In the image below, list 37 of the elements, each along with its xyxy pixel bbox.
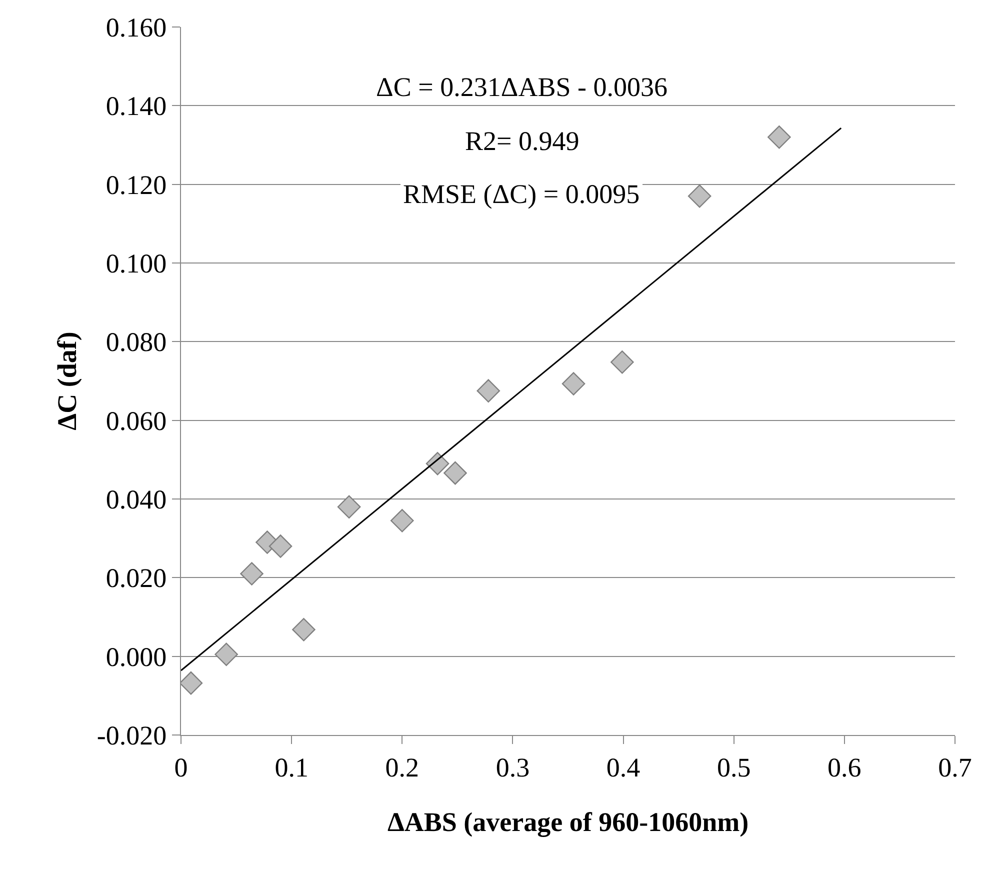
point <box>444 461 467 485</box>
x-tick-label: 0.2 <box>385 752 420 782</box>
x-tick-label: 0.3 <box>496 752 530 782</box>
x-tick-label: 0 <box>174 752 188 782</box>
point <box>476 379 500 402</box>
y-tick-label: 0.100 <box>106 248 167 278</box>
point <box>240 562 264 586</box>
x-tick-label: 0.4 <box>606 752 641 782</box>
x-axis-title: ΔABS (average of 960-1060nm) <box>387 806 749 837</box>
y-tick-label: -0.020 <box>96 720 167 750</box>
y-tick-label: 0.160 <box>106 12 167 42</box>
x-tick-label: 0.7 <box>938 752 972 782</box>
point <box>214 642 238 666</box>
annotation: ΔC = 0.231ΔABS - 0.0036 <box>376 72 668 102</box>
y-tick-label: 0.120 <box>106 170 167 200</box>
point <box>268 534 292 558</box>
point <box>562 372 586 396</box>
y-tick-label: 0.060 <box>106 406 167 436</box>
point <box>610 350 634 374</box>
y-tick-label: 0.040 <box>106 484 167 514</box>
point <box>181 671 203 695</box>
y-tick-label: 0.080 <box>106 327 167 358</box>
point <box>688 184 712 208</box>
annotation: R2= 0.949 <box>465 126 580 156</box>
x-tick-label: 0.5 <box>716 752 751 782</box>
annotation: RMSE (ΔC) = 0.0095 <box>403 179 640 209</box>
point <box>768 125 791 149</box>
y-axis-title: ΔC (daf) <box>52 332 82 430</box>
y-tick-label: 0.000 <box>106 642 167 672</box>
y-tick-label: 0.020 <box>106 563 167 594</box>
point <box>292 618 316 642</box>
point <box>337 495 361 519</box>
y-tick-label: 0.140 <box>106 91 167 122</box>
point <box>390 508 414 532</box>
x-tick-label: 0.1 <box>274 752 308 782</box>
x-tick-label: 0.6 <box>828 752 862 782</box>
point <box>426 452 450 476</box>
